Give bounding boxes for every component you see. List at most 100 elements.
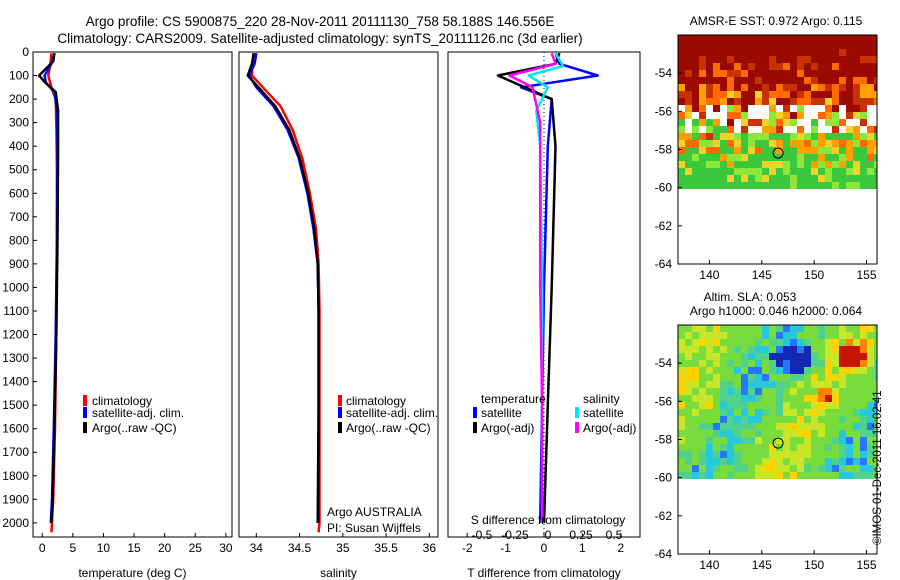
map-cell bbox=[692, 175, 699, 182]
map-cell bbox=[860, 168, 867, 175]
map-cell bbox=[762, 112, 769, 119]
map-cell bbox=[797, 388, 804, 395]
map-cell bbox=[790, 119, 797, 126]
map-cell bbox=[818, 381, 825, 388]
map-cell bbox=[713, 437, 720, 444]
map-cell bbox=[825, 42, 832, 49]
map-cell bbox=[839, 42, 846, 49]
map-cell bbox=[734, 339, 741, 346]
map-cell bbox=[692, 465, 699, 472]
map-cell bbox=[825, 437, 832, 444]
map-cell bbox=[720, 147, 727, 154]
map-cell bbox=[678, 161, 685, 168]
map-cell bbox=[790, 56, 797, 63]
map-cell bbox=[853, 409, 860, 416]
map-cell bbox=[811, 458, 818, 465]
difference-x-tick-label: -2 bbox=[462, 541, 473, 555]
map-cell bbox=[713, 416, 720, 423]
map-cell bbox=[797, 112, 804, 119]
map-cell bbox=[727, 70, 734, 77]
map-cell bbox=[741, 98, 748, 105]
map-cell bbox=[713, 374, 720, 381]
map-cell bbox=[734, 168, 741, 175]
map-cell bbox=[846, 402, 853, 409]
map-cell bbox=[867, 63, 874, 70]
map-cell bbox=[867, 84, 874, 91]
map-cell bbox=[678, 395, 685, 402]
map-cell bbox=[699, 395, 706, 402]
map-cell bbox=[797, 126, 804, 133]
map-cell bbox=[699, 119, 706, 126]
map-cell bbox=[804, 395, 811, 402]
map-cell bbox=[867, 175, 874, 182]
map-cell bbox=[839, 430, 846, 437]
legend-swatch bbox=[83, 407, 87, 418]
map-cell bbox=[874, 133, 877, 140]
map-cell bbox=[713, 444, 720, 451]
map-cell bbox=[699, 465, 706, 472]
map-cell bbox=[846, 339, 853, 346]
map-cell bbox=[797, 437, 804, 444]
series-line-salinity-argo-adj- bbox=[508, 52, 557, 523]
map-cell bbox=[860, 119, 867, 126]
map-cell bbox=[825, 126, 832, 133]
map-cell bbox=[755, 395, 762, 402]
map-cell bbox=[769, 381, 776, 388]
map-cell bbox=[860, 402, 867, 409]
map-cell bbox=[860, 325, 867, 332]
map-cell bbox=[692, 182, 699, 189]
map-cell bbox=[797, 63, 804, 70]
map-cell bbox=[692, 395, 699, 402]
map-cell bbox=[699, 346, 706, 353]
map-cell bbox=[727, 339, 734, 346]
map-cell bbox=[769, 70, 776, 77]
map-cell bbox=[825, 339, 832, 346]
map-cell bbox=[867, 119, 874, 126]
legend-swatch bbox=[83, 395, 87, 406]
map-cell bbox=[867, 112, 874, 119]
map-cell bbox=[762, 70, 769, 77]
map-cell bbox=[762, 49, 769, 56]
map-cell bbox=[853, 105, 860, 112]
map-cell bbox=[818, 35, 825, 42]
map-cell bbox=[769, 42, 776, 49]
map-cell bbox=[713, 381, 720, 388]
map-cell bbox=[846, 444, 853, 451]
difference-x-tick-label: 0 bbox=[541, 541, 548, 555]
map-cell bbox=[874, 423, 877, 430]
map-cell bbox=[839, 381, 846, 388]
map-cell bbox=[706, 451, 713, 458]
map-cell bbox=[839, 77, 846, 84]
map-cell bbox=[825, 140, 832, 147]
map-cell bbox=[853, 70, 860, 77]
map-cell bbox=[825, 346, 832, 353]
map-cell bbox=[685, 70, 692, 77]
map-cell bbox=[874, 56, 877, 63]
map-cell bbox=[804, 56, 811, 63]
map-cell bbox=[776, 402, 783, 409]
map-cell bbox=[769, 56, 776, 63]
map-cell bbox=[678, 77, 685, 84]
map-cell bbox=[853, 367, 860, 374]
map-cell bbox=[713, 161, 720, 168]
legend-label: Argo(-adj) bbox=[481, 421, 534, 435]
map-cell bbox=[755, 56, 762, 63]
map-cell bbox=[804, 325, 811, 332]
map-cell bbox=[776, 465, 783, 472]
map-cell bbox=[804, 49, 811, 56]
map-cell bbox=[727, 42, 734, 49]
map-cell bbox=[846, 42, 853, 49]
map-cell bbox=[867, 126, 874, 133]
map-cell bbox=[748, 360, 755, 367]
salinity-frame bbox=[238, 51, 439, 538]
map-cell bbox=[846, 388, 853, 395]
map-cell bbox=[825, 77, 832, 84]
map-cell bbox=[874, 147, 877, 154]
map-cell bbox=[699, 70, 706, 77]
map-cell bbox=[846, 119, 853, 126]
map-cell bbox=[818, 161, 825, 168]
map-cell bbox=[846, 98, 853, 105]
map-cell bbox=[727, 84, 734, 91]
map-cell bbox=[853, 423, 860, 430]
map-cell bbox=[769, 84, 776, 91]
